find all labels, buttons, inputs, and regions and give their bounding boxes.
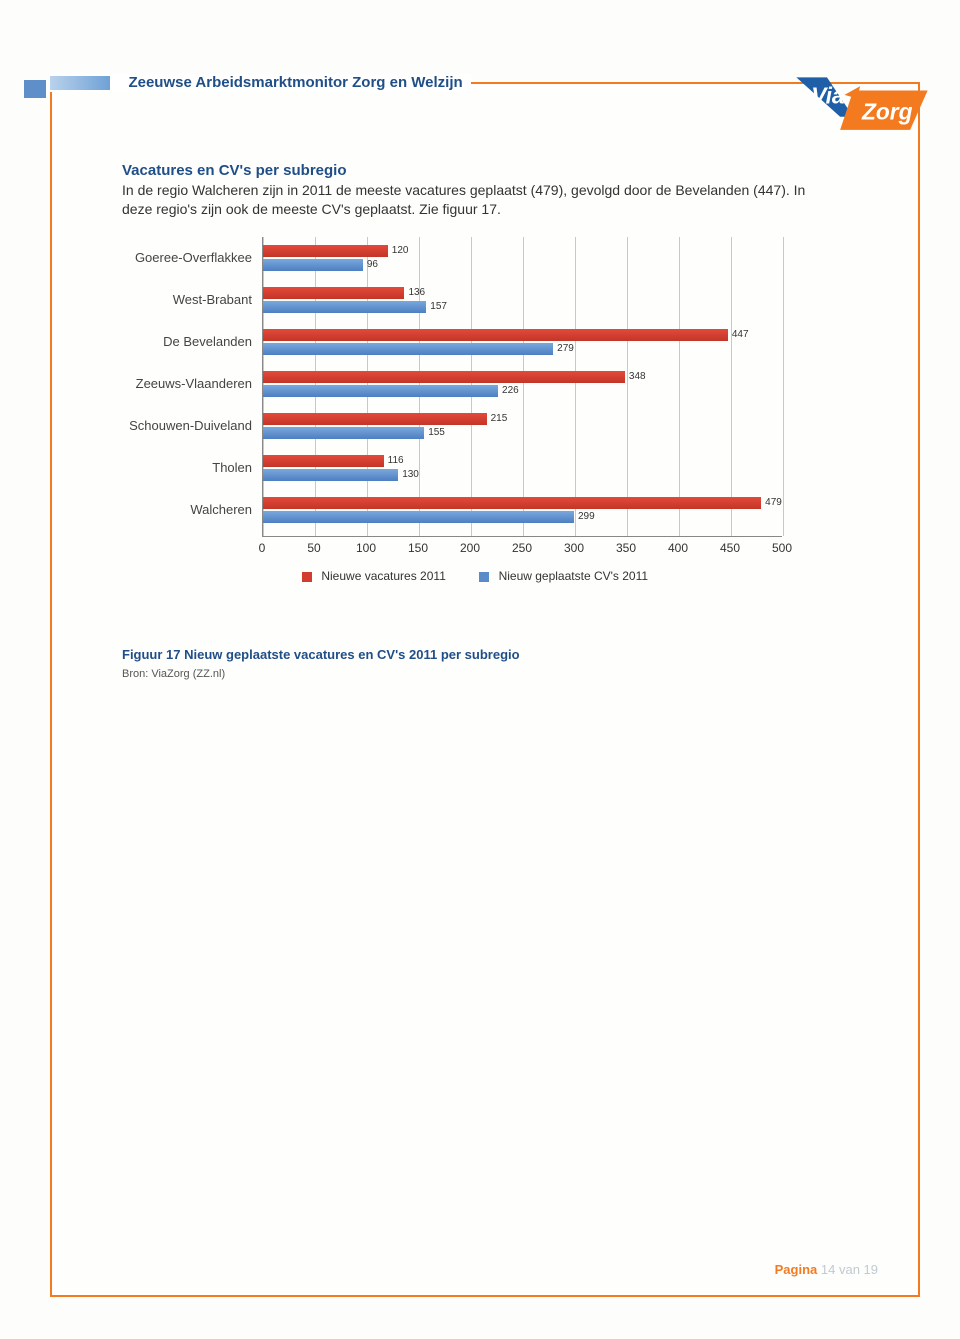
bar-value-label: 299 (578, 511, 595, 522)
bar-value-label: 447 (732, 329, 749, 340)
header-color-block (50, 76, 110, 90)
category-label: Goeree-Overflakkee (122, 250, 252, 265)
gridline (627, 237, 628, 536)
legend-label-vacatures: Nieuwe vacatures 2011 (321, 569, 446, 583)
section-heading: Vacatures en CV's per subregio (122, 162, 862, 179)
content-area: Vacatures en CV's per subregio In de reg… (122, 162, 862, 680)
bar-red: 348 (263, 371, 625, 383)
bar-red: 116 (263, 455, 384, 467)
chart-plot-area: 120 96 136 157 447 279 348 226 215 155 116 130 479 29… (262, 237, 782, 537)
gridline (575, 237, 576, 536)
figure-source: Bron: ViaZorg (ZZ.nl) (122, 668, 862, 680)
x-tick-label: 50 (307, 541, 320, 555)
x-tick-label: 0 (259, 541, 266, 555)
gridline (523, 237, 524, 536)
bar-value-label: 157 (430, 301, 447, 312)
gridline (679, 237, 680, 536)
bar-value-label: 215 (491, 413, 508, 424)
x-tick-label: 500 (772, 541, 792, 555)
x-tick-label: 300 (564, 541, 584, 555)
page-footer: Pagina 14 van 19 (775, 1262, 878, 1277)
chart-figure-17: 120 96 136 157 447 279 348 226 215 155 116 130 479 29… (122, 237, 822, 577)
bar-red: 120 (263, 245, 388, 257)
bar-blue: 155 (263, 427, 424, 439)
gridline (783, 237, 784, 536)
legend-item-vacatures: Nieuwe vacatures 2011 (302, 569, 446, 583)
viazorg-logo: Via Zorg (792, 68, 932, 148)
x-tick-label: 200 (460, 541, 480, 555)
bar-value-label: 136 (408, 287, 425, 298)
legend-label-cvs: Nieuw geplaatste CV's 2011 (499, 569, 649, 583)
page-frame: Zeeuwse Arbeidsmarktmonitor Zorg en Welz… (50, 82, 920, 1297)
bar-red: 136 (263, 287, 404, 299)
category-label: Tholen (122, 460, 252, 475)
category-label: Walcheren (122, 502, 252, 517)
category-label: Zeeuws-Vlaanderen (122, 376, 252, 391)
bar-blue: 96 (263, 259, 363, 271)
logo-text-zorg: Zorg (861, 98, 913, 124)
x-tick-label: 250 (512, 541, 532, 555)
bar-value-label: 155 (428, 427, 445, 438)
bar-value-label: 479 (765, 497, 782, 508)
category-label: West-Brabant (122, 292, 252, 307)
gridline (731, 237, 732, 536)
legend-item-cvs: Nieuw geplaatste CV's 2011 (479, 569, 648, 583)
legend-swatch-red (302, 572, 312, 582)
logo-text-via: Via (811, 83, 844, 109)
bar-red: 215 (263, 413, 487, 425)
bar-blue: 157 (263, 301, 426, 313)
footer-pagina-label: Pagina (775, 1262, 818, 1277)
bar-blue: 299 (263, 511, 574, 523)
bar-red: 479 (263, 497, 761, 509)
bar-blue: 226 (263, 385, 498, 397)
bar-value-label: 279 (557, 343, 574, 354)
header-tab: Zeeuwse Arbeidsmarktmonitor Zorg en Welz… (50, 74, 471, 92)
intro-paragraph: In de regio Walcheren zijn in 2011 de me… (122, 181, 822, 219)
document-title: Zeeuwse Arbeidsmarktmonitor Zorg en Welz… (128, 74, 462, 91)
chart-legend: Nieuwe vacatures 2011 Nieuw geplaatste C… (302, 569, 678, 583)
bar-value-label: 130 (402, 469, 419, 480)
figure-caption: Figuur 17 Nieuw geplaatste vacatures en … (122, 647, 862, 662)
category-label: Schouwen-Duiveland (122, 418, 252, 433)
x-tick-label: 450 (720, 541, 740, 555)
bar-value-label: 226 (502, 385, 519, 396)
bar-value-label: 116 (388, 455, 404, 466)
category-label: De Bevelanden (122, 334, 252, 349)
x-tick-label: 150 (408, 541, 428, 555)
page: Zeeuwse Arbeidsmarktmonitor Zorg en Welz… (0, 0, 960, 1339)
bar-value-label: 348 (629, 371, 646, 382)
bar-value-label: 96 (367, 259, 378, 270)
bar-value-label: 120 (392, 245, 409, 256)
x-tick-label: 100 (356, 541, 376, 555)
bar-blue: 130 (263, 469, 398, 481)
bar-blue: 279 (263, 343, 553, 355)
side-tab-decoration (24, 80, 46, 98)
x-tick-label: 400 (668, 541, 688, 555)
footer-page-number: 14 van 19 (821, 1262, 878, 1277)
x-tick-label: 350 (616, 541, 636, 555)
bar-red: 447 (263, 329, 728, 341)
legend-swatch-blue (479, 572, 489, 582)
